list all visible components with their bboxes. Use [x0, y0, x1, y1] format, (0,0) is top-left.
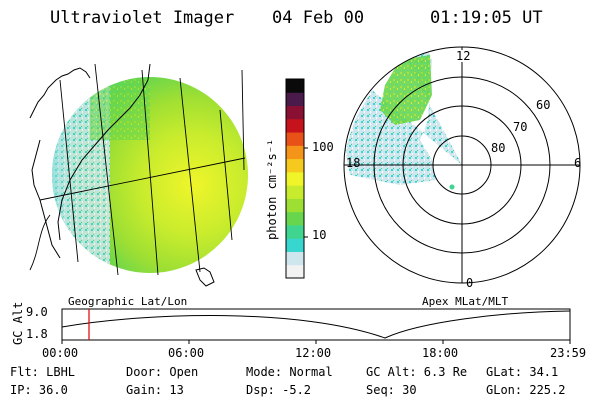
info-filter: Flt: LBHL: [10, 365, 76, 379]
polar-grid: [343, 46, 581, 284]
ytick-9: 9.0: [26, 305, 48, 319]
colorbar-unit: photon cm⁻²s⁻¹: [265, 138, 279, 240]
colorbar-swatch: [286, 79, 304, 93]
colorbar-swatch: [286, 105, 304, 120]
info-glat: GLat: 34.1: [486, 365, 559, 379]
altitude-curve: [61, 310, 571, 339]
colorbar-tick-10: 10: [312, 228, 327, 242]
xtick-1800: 18:00: [422, 346, 459, 360]
xtick-1200: 12:00: [295, 346, 332, 360]
xtick-0600: 06:00: [168, 346, 205, 360]
info-dsp: Dsp: -5.2: [246, 383, 312, 397]
ytick-1-8: 1.8: [26, 327, 48, 341]
colorbar-frame: [285, 78, 305, 279]
colorbar-swatch: [286, 211, 304, 226]
colorbar-swatch: [286, 171, 304, 186]
colorbar-swatch: [286, 185, 304, 199]
instrument-title: Ultraviolet Imager: [50, 8, 235, 28]
colorbar-swatch: [286, 224, 304, 239]
colorbar-swatch: [286, 198, 304, 213]
info-glon: GLon: 225.2: [486, 383, 566, 397]
timeline-ylabel: GC Alt: [11, 301, 25, 345]
lat-label-60: 60: [536, 98, 551, 112]
coast-fragment: [195, 267, 215, 287]
colorbar-swatch: [286, 238, 304, 252]
colorbar-swatch: [286, 92, 304, 107]
mlt-label-18: 18: [346, 156, 361, 170]
lat-label-80: 80: [491, 141, 506, 155]
earth-image: [29, 63, 248, 287]
auroral-coverage: [345, 47, 462, 185]
info-mode: Mode: Normal: [246, 365, 333, 379]
colorbar-swatch: [286, 118, 304, 133]
lat-lon-grid: [29, 63, 246, 276]
colorbar-swatch: [286, 132, 304, 146]
info-door: Door: Open: [126, 365, 199, 379]
colorbar: [285, 78, 308, 279]
geo-panel-label: Geographic Lat/Lon: [68, 295, 188, 308]
xtick-0000: 00:00: [42, 346, 79, 360]
colorbar-swatch: [286, 145, 304, 160]
coastline: [29, 63, 151, 259]
timeline-ticks: [61, 340, 571, 344]
mlt-label-6: 6: [574, 156, 582, 170]
polar-plot: [343, 46, 581, 284]
colorbar-tick-100: 100: [312, 140, 334, 154]
date-label: 04 Feb 00: [272, 8, 365, 28]
colorbar-swatch: [286, 158, 304, 173]
info-seq: Seq: 30: [366, 383, 417, 397]
info-gain: Gain: 13: [126, 383, 184, 397]
mlt-label-0: 0: [466, 276, 474, 290]
timeline-frame: [61, 308, 571, 341]
xtick-2359: 23:59: [550, 346, 587, 360]
colorbar-swatch: [286, 251, 304, 266]
info-gc-alt: GC Alt: 6.3 Re: [366, 365, 468, 379]
sub-satellite-point: [449, 184, 455, 190]
info-ip: IP: 36.0: [10, 383, 68, 397]
time-label: 01:19:05 UT: [430, 8, 543, 28]
polar-panel-label: Apex MLat/MLT: [422, 295, 509, 308]
altitude-timeline: [61, 308, 571, 344]
mlt-label-12: 12: [456, 49, 471, 63]
lat-label-70: 70: [513, 120, 528, 134]
colorbar-swatch: [286, 264, 304, 279]
